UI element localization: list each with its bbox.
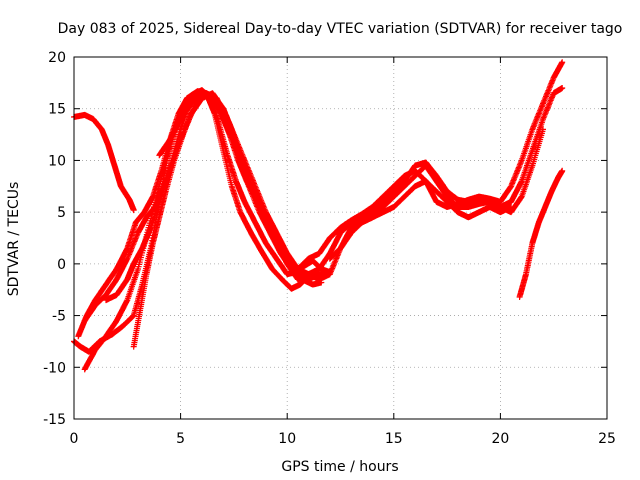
y-axis-label: SDTVAR / TECUs — [6, 182, 22, 297]
y-tick-label: 15 — [48, 102, 66, 118]
y-tick-label: 0 — [57, 257, 66, 273]
y-tick-label: 10 — [48, 153, 66, 169]
y-tick-label: 20 — [48, 50, 66, 66]
series-track-8 — [156, 90, 333, 283]
data-markers — [71, 59, 566, 373]
series-track-4 — [75, 59, 566, 340]
x-tick-label: 15 — [385, 431, 403, 447]
series-track-9 — [326, 178, 515, 262]
data-point-markers — [130, 90, 325, 350]
series-track-2 — [71, 88, 312, 355]
x-tick-label: 5 — [176, 431, 185, 447]
x-tick-label: 0 — [70, 431, 79, 447]
series-track-1 — [71, 111, 137, 214]
x-axis-label: GPS time / hours — [281, 459, 398, 475]
data-point-markers — [156, 90, 333, 283]
axis-ticks: 0 5 10 15 20 25 -15 -10 -5 0 5 10 15 20 — [43, 50, 616, 447]
x-tick-label: 20 — [491, 431, 509, 447]
data-point-markers — [71, 88, 312, 355]
chart-title: Day 083 of 2025, Sidereal Day-to-day VTE… — [58, 21, 623, 37]
y-tick-label: -5 — [52, 309, 66, 325]
x-tick-label: 25 — [598, 431, 616, 447]
y-tick-label: -10 — [43, 360, 66, 376]
data-point-markers — [75, 59, 566, 340]
data-point-markers — [326, 178, 515, 262]
data-point-markers — [71, 111, 137, 214]
x-tick-label: 10 — [278, 431, 296, 447]
data-point-markers — [516, 167, 566, 300]
series-track-10 — [516, 167, 566, 300]
y-tick-label: -15 — [43, 412, 66, 428]
plot-frame — [73, 56, 608, 420]
series-track-7 — [130, 90, 325, 350]
y-tick-label: 5 — [57, 205, 66, 221]
